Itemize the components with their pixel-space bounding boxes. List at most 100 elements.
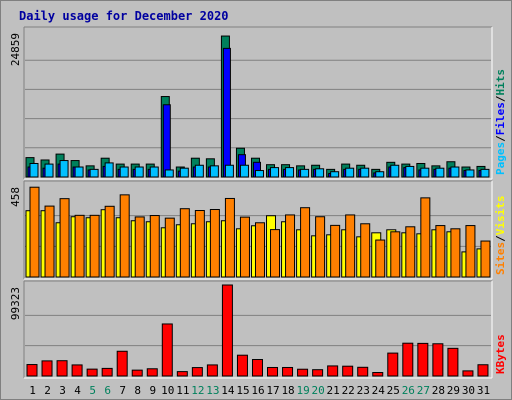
bar-pages-day-19 <box>300 168 310 178</box>
x-tick-label-day-28: 28 <box>432 384 445 397</box>
x-tick-label-day-18: 18 <box>281 384 294 397</box>
bar-kbytes-day-4 <box>71 364 83 377</box>
bar-sites-day-10 <box>164 217 175 278</box>
y-max-label: 99323 <box>9 287 22 320</box>
bar-pages-day-20 <box>315 168 325 178</box>
bar-sites-day-17 <box>270 229 281 278</box>
bar-sites-day-19 <box>300 207 311 278</box>
x-tick-label-day-14: 14 <box>221 384 235 397</box>
x-tick-label-day-3: 3 <box>59 384 66 397</box>
bar-kbytes-day-28 <box>432 343 444 377</box>
bar-sites-day-12 <box>194 210 205 278</box>
x-tick-label-day-9: 9 <box>149 384 156 397</box>
bar-sites-day-8 <box>134 216 145 278</box>
x-tick-label-day-19: 19 <box>296 384 309 397</box>
bar-kbytes-day-19 <box>297 368 309 377</box>
bar-pages-day-30 <box>465 169 475 178</box>
x-tick-label-day-17: 17 <box>266 384 279 397</box>
x-tick-label-day-20: 20 <box>312 384 325 397</box>
bar-pages-day-29 <box>450 166 460 178</box>
legend-item-files: Files <box>494 102 507 135</box>
bar-files-day-10 <box>162 104 171 178</box>
bar-kbytes-day-11 <box>176 371 188 377</box>
bar-kbytes-day-9 <box>146 368 158 377</box>
legend-separator: / <box>494 95 507 102</box>
bar-pages-day-22 <box>345 167 355 178</box>
bar-pages-day-4 <box>74 166 84 178</box>
bar-sites-day-21 <box>330 224 341 278</box>
bar-kbytes-day-15 <box>236 354 248 377</box>
bar-pages-day-5 <box>89 168 99 178</box>
bar-kbytes-day-20 <box>312 369 324 377</box>
bar-pages-day-28 <box>435 167 445 178</box>
bar-sites-day-25 <box>390 231 401 278</box>
bar-pages-day-25 <box>390 164 400 178</box>
bar-sites-day-1 <box>29 186 40 278</box>
x-tick-label-day-15: 15 <box>236 384 249 397</box>
bar-kbytes-day-10 <box>161 323 173 377</box>
bar-sites-day-29 <box>450 228 461 278</box>
legend-separator: / <box>494 135 507 142</box>
bar-sites-day-3 <box>59 198 70 278</box>
x-tick-label-day-13: 13 <box>206 384 219 397</box>
bar-pages-day-1 <box>29 162 39 178</box>
bar-kbytes-day-27 <box>417 342 429 377</box>
bar-pages-day-10 <box>164 169 174 178</box>
bar-pages-day-31 <box>480 168 490 178</box>
legend-item-pages: Pages <box>494 142 507 175</box>
bar-kbytes-day-6 <box>101 367 113 377</box>
bar-pages-day-18 <box>285 167 295 178</box>
bar-kbytes-day-22 <box>342 365 354 377</box>
bar-kbytes-day-16 <box>251 359 263 377</box>
x-tick-label-day-10: 10 <box>161 384 174 397</box>
x-tick-label-day-23: 23 <box>357 384 370 397</box>
x-tick-label-day-5: 5 <box>89 384 96 397</box>
legend-item-visits: Visits <box>494 196 507 236</box>
x-tick-label-day-4: 4 <box>74 384 81 397</box>
x-tick-label-day-25: 25 <box>387 384 400 397</box>
bar-kbytes-day-12 <box>191 367 203 377</box>
bar-kbytes-day-29 <box>447 347 459 377</box>
bar-sites-day-18 <box>285 214 296 278</box>
x-tick-label-day-30: 30 <box>462 384 475 397</box>
bar-sites-day-24 <box>375 239 386 278</box>
x-tick-label-day-12: 12 <box>191 384 204 397</box>
bar-kbytes-day-7 <box>116 350 128 377</box>
bar-sites-day-5 <box>89 214 100 278</box>
bar-pages-day-7 <box>119 166 129 178</box>
bar-sites-day-16 <box>254 222 265 278</box>
panel-hits-files-pages: 24859 <box>9 26 493 180</box>
bar-sites-day-31 <box>480 240 491 278</box>
bar-sites-day-7 <box>119 194 130 278</box>
bar-sites-day-22 <box>345 214 356 278</box>
x-axis-labels: 1 2 3 4 5 6 7 8 9 10 11 12 13 14 15 16 17 18 19 20 21 22 23 24 2… <box>29 384 490 397</box>
panel-background <box>24 27 492 179</box>
x-tick-label-day-24: 24 <box>372 384 386 397</box>
bar-pages-day-11 <box>179 167 189 178</box>
bar-pages-day-14 <box>224 164 234 178</box>
bar-kbytes-day-13 <box>206 364 218 377</box>
x-tick-label-day-16: 16 <box>251 384 264 397</box>
panel-kbytes: 99323 <box>9 280 493 379</box>
bar-pages-day-8 <box>134 166 144 178</box>
bar-kbytes-day-23 <box>357 366 369 377</box>
x-tick-label-day-22: 22 <box>342 384 355 397</box>
bar-pages-day-6 <box>104 162 114 178</box>
legend-item-kbytes: KBytes <box>494 334 507 374</box>
bar-sites-day-9 <box>149 215 160 278</box>
y-max-label: 24859 <box>9 33 22 66</box>
bar-sites-day-6 <box>104 205 115 278</box>
bar-sites-day-23 <box>360 223 371 278</box>
bar-kbytes-day-30 <box>462 370 474 377</box>
x-tick-label-day-26: 26 <box>402 384 415 397</box>
bar-pages-day-3 <box>59 160 69 178</box>
bar-kbytes-day-17 <box>267 366 279 377</box>
x-tick-label-day-27: 27 <box>417 384 430 397</box>
x-tick-label-day-29: 29 <box>447 384 460 397</box>
x-tick-label-day-2: 2 <box>44 384 51 397</box>
bar-pages-day-2 <box>44 163 54 178</box>
bar-kbytes-day-21 <box>327 365 339 377</box>
bar-pages-day-24 <box>375 171 385 178</box>
